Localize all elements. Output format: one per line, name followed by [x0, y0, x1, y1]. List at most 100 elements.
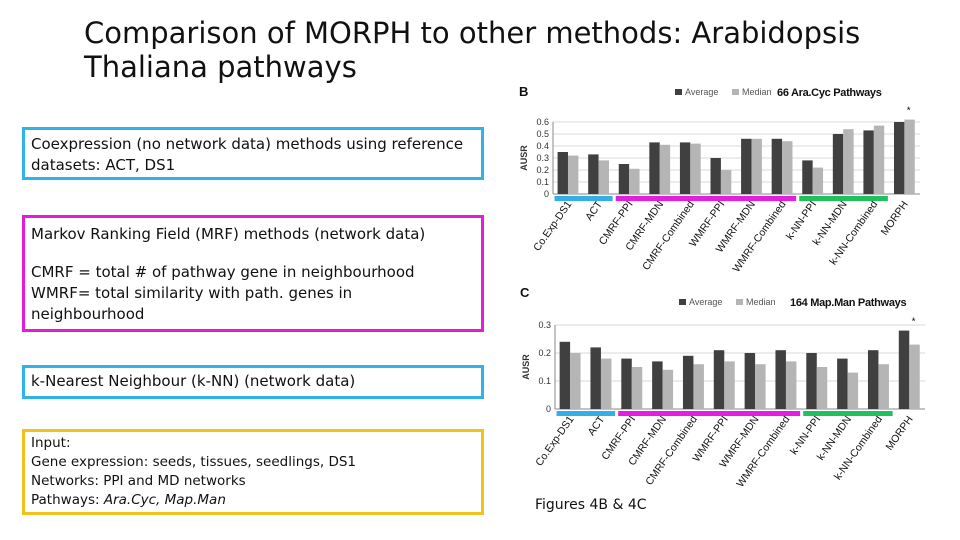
input-networks: Networks: PPI and MD networks: [31, 473, 246, 489]
input-heading: Input:: [31, 435, 71, 451]
b-bar-median: [690, 143, 701, 194]
c-y-axis-label: AUSR: [521, 354, 531, 380]
c-bar-median: [847, 372, 859, 409]
b-ytick-label: 0: [544, 189, 549, 199]
b-bar-average: [863, 130, 874, 194]
c-bar-median: [755, 364, 766, 409]
c-group-bar: [803, 411, 893, 416]
b-ytick-label: 0.4: [536, 141, 549, 151]
b-bar-median: [598, 160, 609, 194]
b-bar-average: [894, 122, 905, 194]
b-ytick-label: 0.1: [536, 177, 549, 187]
input-pathways: Pathways: Ara.Cyc, Map.Man: [31, 491, 475, 510]
c-panel-label: C: [520, 285, 530, 300]
b-ytick-label: 0.3: [536, 153, 549, 163]
c-ytick-label: 0.2: [538, 348, 551, 358]
b-category-label: MORPH: [879, 199, 911, 238]
c-chart-title: 164 Map.Man Pathways: [790, 297, 906, 309]
wmrf-definition-cont: neighbourhood: [31, 305, 145, 323]
mrf-methods-box: Markov Ranking Field (MRF) methods (netw…: [22, 215, 484, 332]
b-category-label: Co.Exp-DS1: [531, 199, 574, 254]
b-legend-swatch-average: [675, 89, 682, 95]
b-bar-median: [659, 144, 671, 194]
c-bar-median: [785, 361, 797, 409]
b-bar-median: [904, 119, 915, 194]
b-bar-average: [802, 160, 813, 194]
b-panel-label: B: [519, 84, 528, 99]
b-bar-average: [679, 142, 691, 194]
slide-title: Comparison of MORPH to other methods: Ar…: [84, 16, 861, 84]
c-bar-average: [744, 353, 756, 409]
c-bar-average: [867, 350, 879, 409]
c-ytick-label: 0: [546, 404, 551, 414]
c-bar-average: [806, 353, 817, 409]
b-group-bar: [615, 196, 797, 201]
c-bar-median: [631, 367, 643, 409]
c-bar-median: [693, 364, 704, 409]
b-bar-median: [567, 155, 579, 194]
chart-c: C 164 Map.Man Pathways Average Median 0 0.1 0.…: [520, 285, 925, 490]
knn-methods-text: k-Nearest Neighbour (k-NN) (network data…: [31, 372, 356, 390]
cmrf-definition: CMRF = total # of pathway gene in neighb…: [31, 263, 415, 281]
coexpression-methods-text: Coexpression (no network data) methods u…: [31, 135, 464, 174]
b-significance-mark: *: [907, 106, 911, 117]
b-bar-average: [649, 142, 660, 194]
c-bar-median: [816, 367, 828, 409]
c-bar-median: [724, 361, 735, 409]
c-legend-label-median: Median: [746, 297, 776, 307]
b-bar-median: [751, 138, 762, 194]
wmrf-definition: WMRF= total similarity with path. genes …: [31, 284, 353, 302]
input-pathways-prefix: Pathways:: [31, 492, 104, 508]
c-legend-label-average: Average: [689, 297, 722, 307]
c-bar-median: [600, 358, 612, 409]
b-ytick-label: 0.2: [536, 165, 549, 175]
input-box: Input: Gene expression: seeds, tissues, …: [22, 429, 484, 515]
c-bar-average: [652, 361, 663, 409]
c-group-bar: [556, 411, 616, 416]
c-legend-swatch-median: [736, 299, 743, 305]
c-bar-average: [837, 358, 848, 409]
b-bar-average: [832, 134, 844, 194]
input-pathways-italic: Ara.Cyc, Map.Man: [103, 492, 226, 508]
b-ytick-label: 0.6: [536, 117, 549, 127]
b-bar-median: [629, 168, 640, 194]
coexpression-methods-box: Coexpression (no network data) methods u…: [22, 127, 484, 180]
b-group-bar: [799, 196, 888, 201]
b-legend-label-median: Median: [742, 87, 772, 97]
c-significance-mark: *: [912, 317, 916, 328]
c-category-label: MORPH: [883, 414, 915, 453]
c-ytick-label: 0.1: [538, 376, 551, 386]
c-bar-average: [682, 355, 694, 409]
b-bar-average: [618, 164, 630, 194]
b-category-label: ACT: [583, 198, 605, 223]
c-ytick-label: 0.3: [538, 320, 551, 330]
chart-b: B 66 Ara.Cyc Pathways Average Median 0 0.1 0.2…: [519, 84, 920, 275]
b-legend-label-average: Average: [685, 87, 718, 97]
c-category-label: Co.Exp-DS1: [533, 414, 576, 469]
c-bar-average: [898, 330, 910, 409]
c-category-label: ACT: [586, 413, 608, 438]
mrf-heading: Markov Ranking Field (MRF) methods (netw…: [31, 225, 426, 243]
c-bar-median: [570, 353, 581, 409]
b-legend: Average Median: [675, 87, 772, 97]
b-bar-median: [720, 170, 732, 194]
c-bar-median: [909, 344, 920, 409]
b-bar-average: [771, 138, 783, 194]
b-bar-average: [557, 152, 568, 194]
b-chart-title: 66 Ara.Cyc Pathways: [777, 87, 882, 99]
b-bar-median: [782, 141, 793, 194]
b-legend-swatch-median: [732, 89, 739, 95]
c-bar-median: [878, 364, 889, 409]
c-bar-average: [590, 347, 601, 409]
b-group-bar: [554, 196, 613, 201]
b-bar-average: [741, 138, 752, 194]
b-bar-median: [843, 129, 854, 194]
b-bar-median: [812, 167, 824, 194]
figure-caption: Figures 4B & 4C: [535, 497, 647, 513]
c-bar-average: [775, 350, 786, 409]
input-gene-expression: Gene expression: seeds, tissues, seedlin…: [31, 454, 357, 470]
c-bar-average: [713, 350, 725, 409]
b-ytick-label: 0.5: [536, 129, 549, 139]
b-bar-average: [588, 154, 599, 194]
c-group-bar: [618, 411, 801, 416]
